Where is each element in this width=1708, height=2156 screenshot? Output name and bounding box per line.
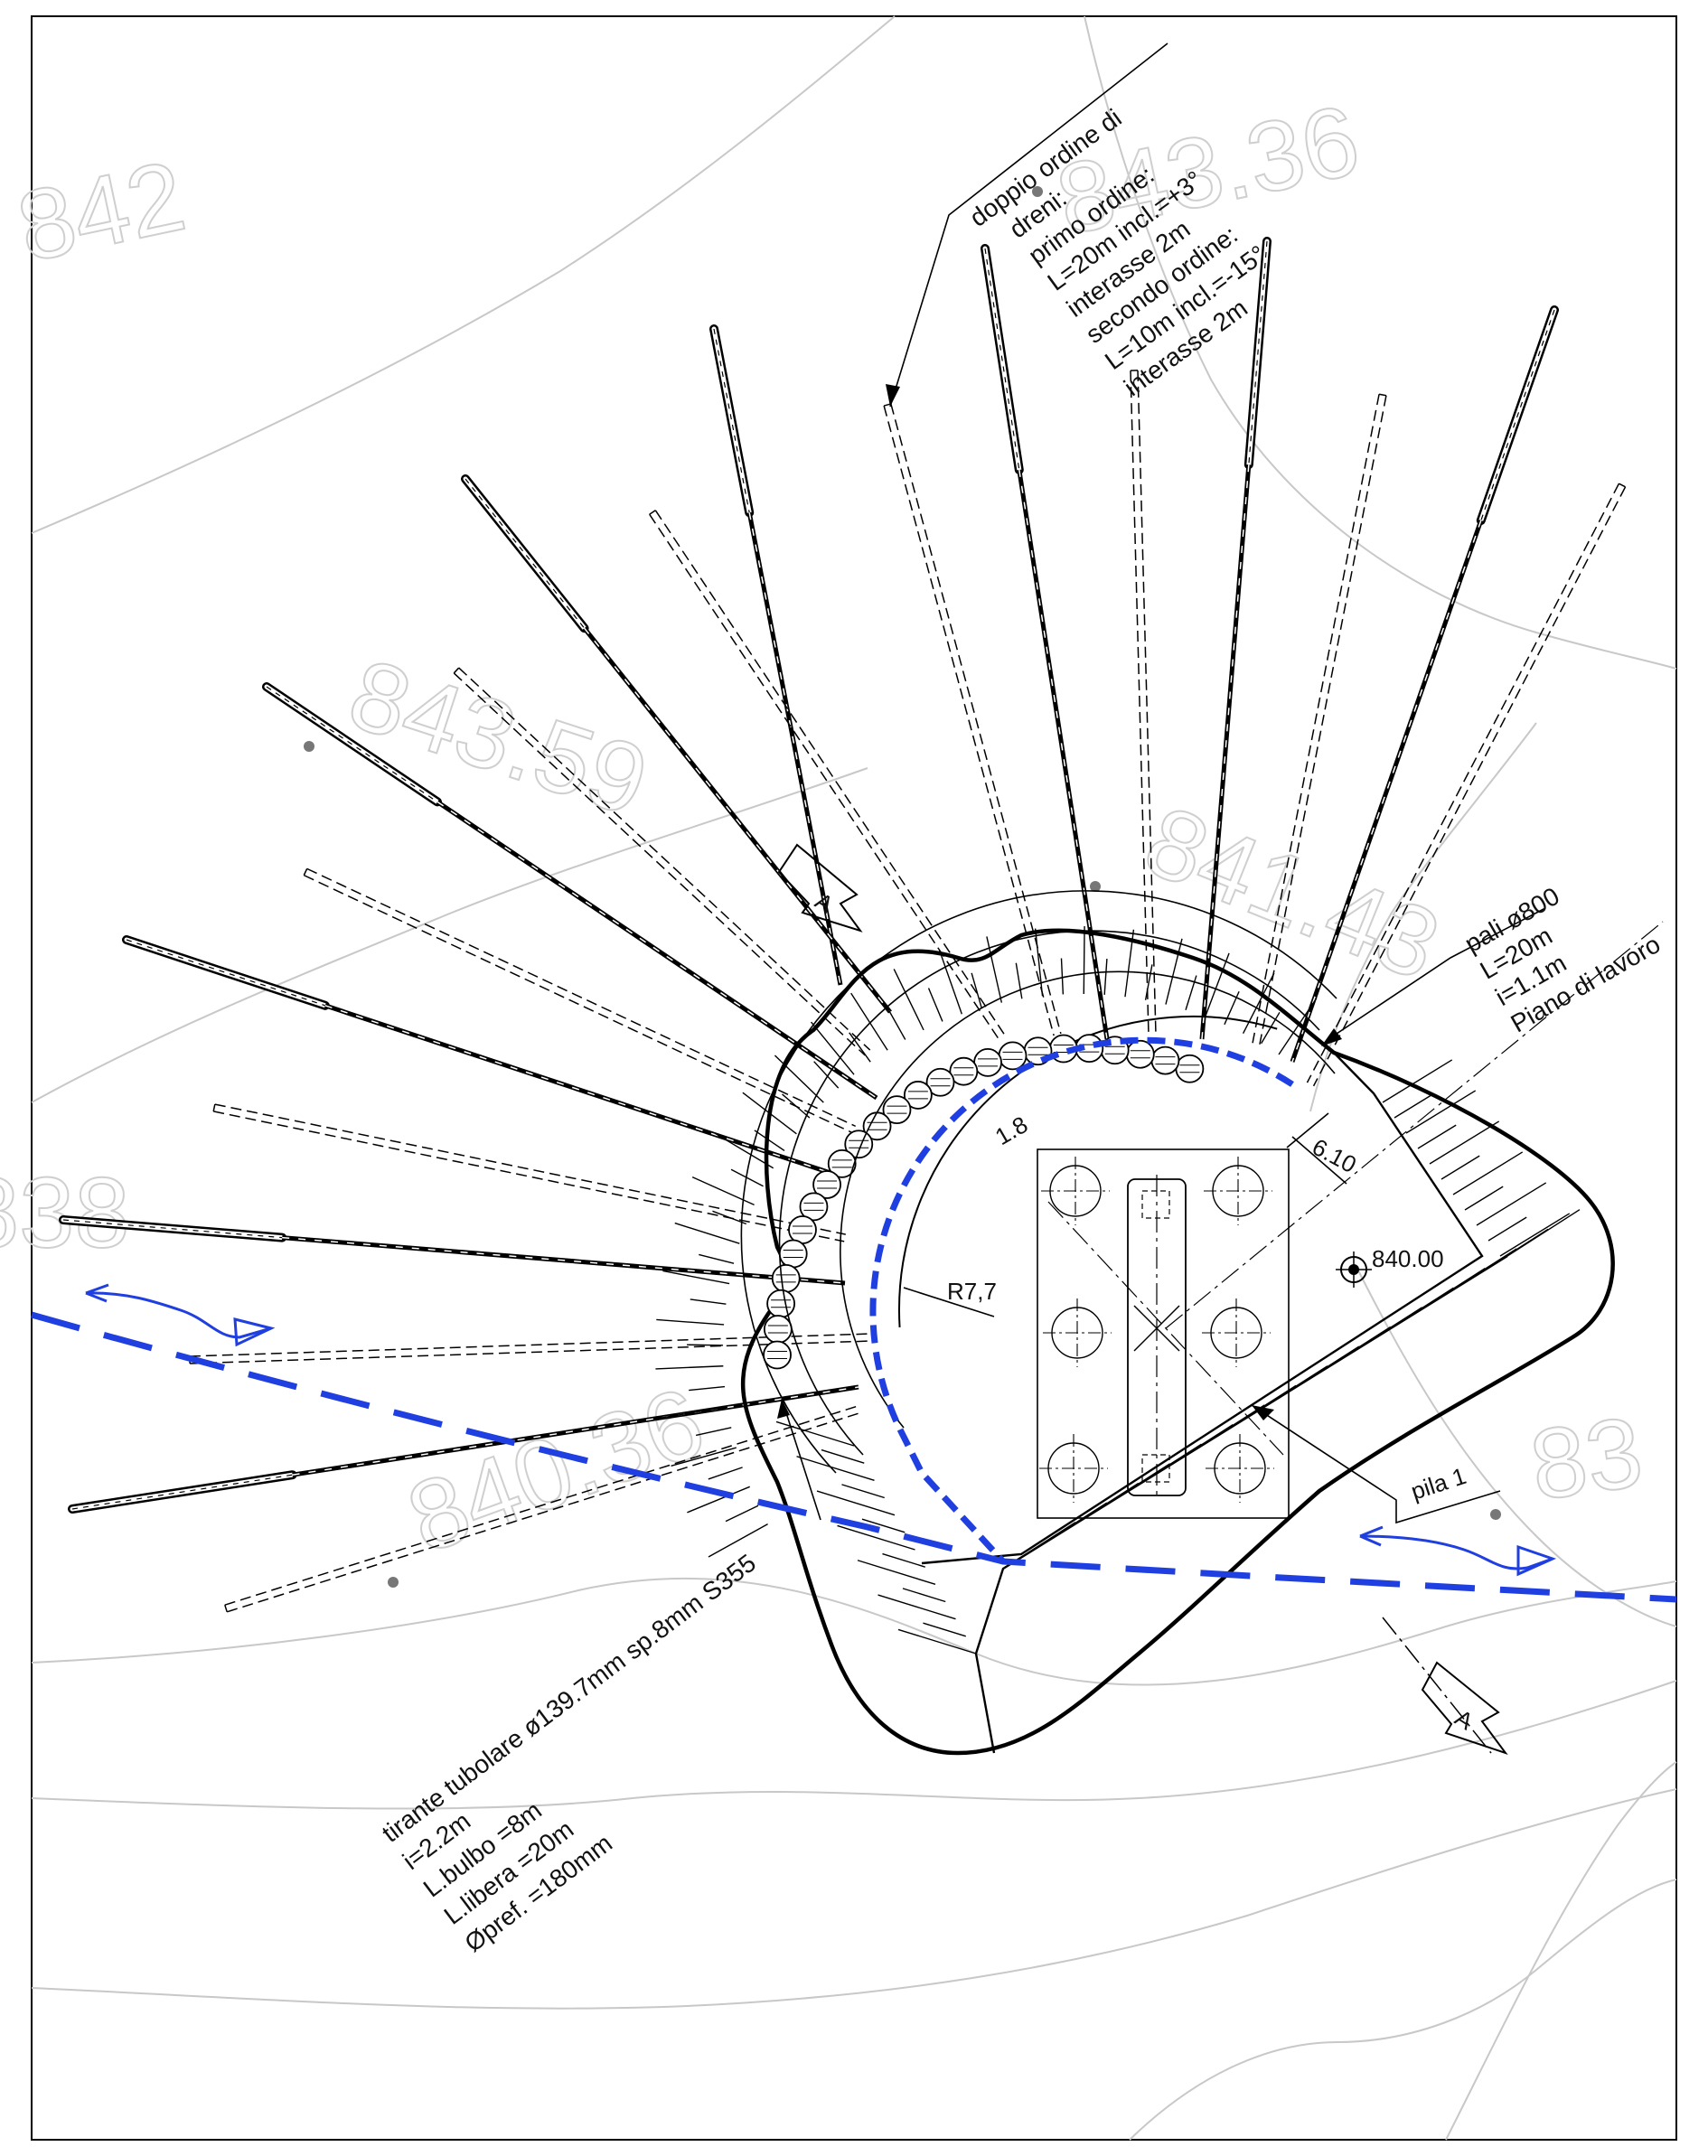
tie-anchor (68, 1384, 859, 1514)
drain-pipe (303, 867, 857, 1134)
work-plane-line (1165, 921, 1664, 1329)
pile (844, 1130, 874, 1159)
tie-anchor (709, 324, 843, 986)
curtain-inner-arc (840, 970, 1336, 1429)
benchmark-symbol (1336, 1251, 1372, 1288)
section-marker-bottom: A (1382, 1617, 1508, 1755)
tie-anchor (1199, 237, 1272, 1040)
pile (903, 1081, 933, 1110)
tie-anchors (59, 237, 1559, 1514)
drawing-frame (31, 15, 1677, 2141)
pile (1150, 1045, 1180, 1075)
pile (827, 1148, 857, 1178)
pile (882, 1095, 912, 1125)
dimension-short-label: 1.8 (990, 1111, 1032, 1150)
elevation-label: 843.36 (1047, 84, 1368, 256)
elevation-label: 840.36 (394, 1366, 718, 1575)
dimension-label: 6.10 (1308, 1133, 1361, 1178)
elevation-label: 842 (8, 140, 193, 283)
curtain-mid-arc (778, 930, 1320, 1456)
tie-anchor (59, 1215, 846, 1286)
pier-label: pila 1 (1408, 1462, 1469, 1505)
pile (949, 1056, 979, 1086)
curtain-outer-arc (740, 890, 1337, 1474)
drain-pipe (224, 1405, 860, 1613)
pier-pile (1043, 1298, 1112, 1367)
section-label: A (1450, 1704, 1478, 1736)
platform-elevation: 840.00 (1372, 1245, 1444, 1272)
excavation-outer-edge (740, 928, 1615, 1756)
inner-drain-line (869, 1036, 1294, 1564)
pile (998, 1041, 1028, 1071)
tie-anchor (1290, 305, 1559, 1063)
dimension-6-10: 6.10 1.8 (990, 1111, 1361, 1185)
drain-pipe (1306, 483, 1627, 1087)
pier-pile (1202, 1298, 1271, 1367)
pier-piles (1039, 1157, 1274, 1503)
tie-anchor (461, 474, 892, 1014)
pile (973, 1047, 1002, 1077)
pile (763, 1315, 793, 1344)
drains (189, 370, 1627, 1613)
drain-pipe (1130, 370, 1157, 1036)
pile (771, 1263, 801, 1293)
drain-pipe (212, 1103, 846, 1242)
pier-pile (1039, 1434, 1108, 1503)
tie-anchor (262, 682, 878, 1101)
tie-anchor (981, 244, 1110, 1040)
terrain-contours (31, 15, 1677, 2141)
pile (766, 1289, 795, 1318)
drain-pipe (453, 667, 871, 1056)
pier-pile (1204, 1157, 1272, 1225)
tie-anchor (122, 935, 837, 1177)
water-table-line (31, 1311, 1677, 1603)
pile (799, 1192, 829, 1222)
pile (925, 1067, 955, 1097)
pile-curtain (763, 1016, 1278, 1370)
drain-pipe (883, 403, 1062, 1036)
drains-note: doppio ordine di dreni: primo ordine: L=… (886, 42, 1272, 408)
pile (812, 1170, 841, 1199)
elevation-label: 83 (1524, 1396, 1648, 1522)
pile (1175, 1054, 1205, 1083)
flow-arrow (1359, 1525, 1557, 1577)
flow-arrow (85, 1283, 276, 1347)
survey-points (304, 186, 1501, 1588)
pile (1125, 1039, 1155, 1069)
drain-pipe (1252, 393, 1387, 1045)
pile (778, 1239, 808, 1269)
pile (788, 1215, 817, 1244)
radius-dimension (903, 1287, 995, 1317)
pier-pile (1206, 1434, 1274, 1503)
elevation-label: 838 (0, 1158, 130, 1269)
elevation-label: 843.59 (337, 638, 661, 838)
pile (763, 1340, 792, 1370)
slope-hatching (655, 926, 1581, 1654)
radius-label: R7,7 (947, 1278, 997, 1305)
pier-pile (1041, 1157, 1110, 1225)
